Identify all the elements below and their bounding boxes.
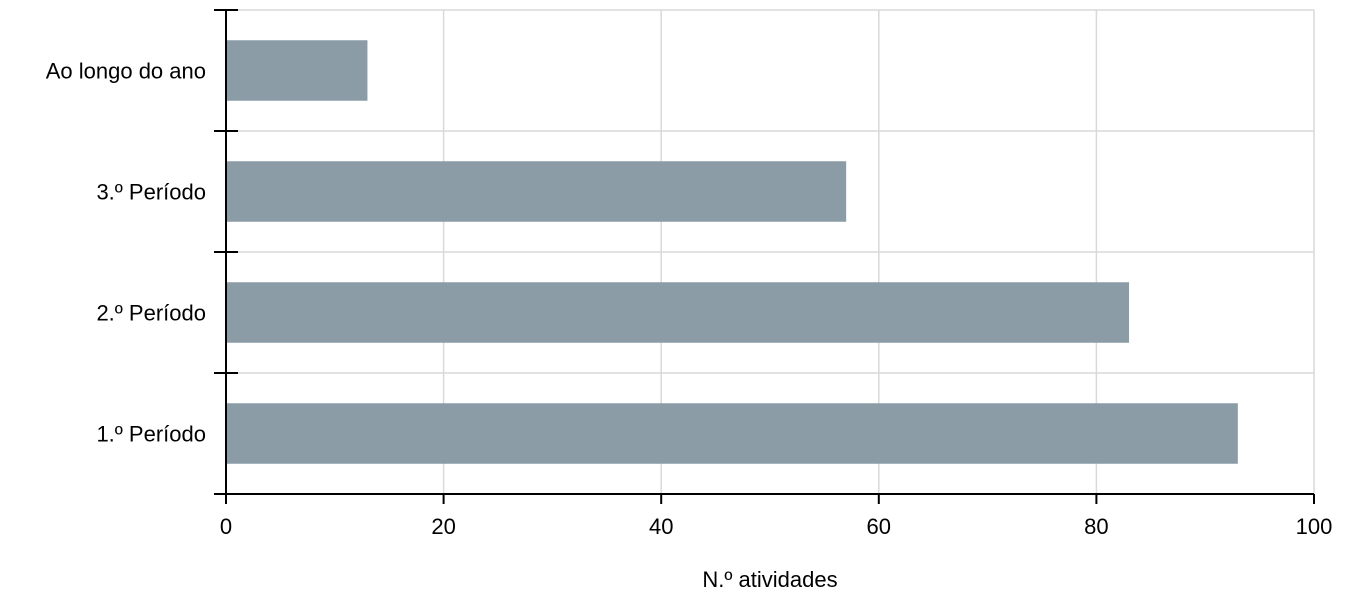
bar-1 — [226, 161, 847, 222]
grid — [226, 9, 1315, 494]
y-tick-label-1: 3.º Período — [96, 180, 206, 205]
bar-0 — [226, 40, 368, 101]
y-tick-label-3: 1.º Período — [96, 422, 206, 447]
x-tick-label-0: 0 — [220, 514, 232, 539]
axes — [214, 9, 1315, 504]
x-axis-title: N.º atividades — [702, 567, 837, 592]
x-tick-label-4: 80 — [1084, 514, 1108, 539]
y-tick-label-0: Ao longo do ano — [46, 59, 206, 84]
tick-labels: Ao longo do ano 3.º Período 2.º Período 1.º… — [46, 59, 1333, 540]
bar-2 — [226, 282, 1130, 343]
x-tick-label-2: 40 — [649, 514, 673, 539]
x-tick-label-5: 100 — [1296, 514, 1333, 539]
y-tick-label-2: 2.º Período — [96, 301, 206, 326]
x-tick-label-1: 20 — [431, 514, 455, 539]
bars — [226, 40, 1238, 464]
x-tick-label-3: 60 — [867, 514, 891, 539]
bar-3 — [226, 403, 1238, 464]
